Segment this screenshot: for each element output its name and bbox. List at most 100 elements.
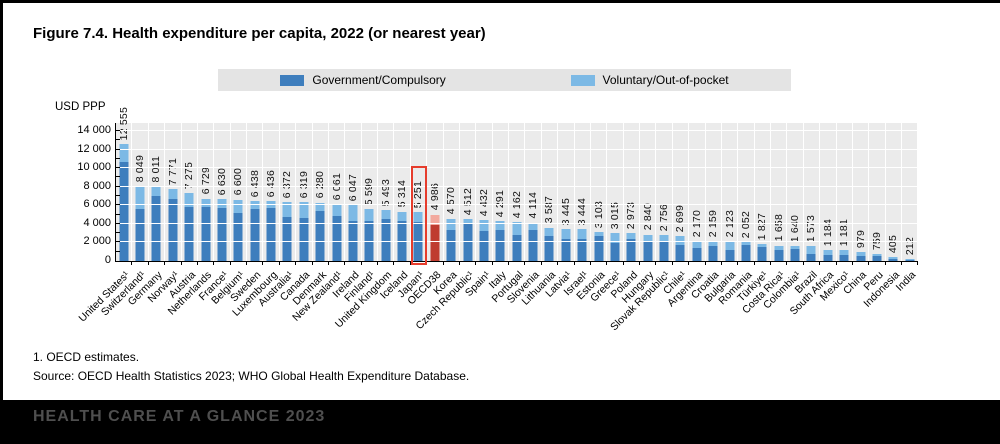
- government-segment: [659, 240, 669, 261]
- y-axis-tick-labels: 0 2 000 4 000 6 000 8 000 10 000 12 000 14 000: [3, 123, 111, 266]
- voluntary-segment: [856, 251, 866, 256]
- stacked-bar: [725, 241, 735, 261]
- stacked-bar: [430, 214, 440, 261]
- x-axis-tick: [147, 261, 149, 265]
- bar-slot: 6 600 Belgium¹: [209, 123, 247, 307]
- bar-slot: 2 123 Bulgaria: [702, 123, 739, 305]
- government-segment: [823, 255, 833, 261]
- bar-slot: 5 251 Japan¹: [396, 123, 428, 300]
- y-axis-tick: [116, 195, 120, 196]
- bar-value-label-wrap: 4 570: [444, 187, 459, 214]
- bar-slot: 6 729 Netherlands: [166, 123, 215, 318]
- government-segment: [643, 241, 653, 261]
- bar-value-label: 3 444: [576, 197, 589, 226]
- government-segment: [430, 225, 440, 261]
- voluntary-segment: [184, 193, 194, 207]
- x-axis-line: [115, 261, 917, 262]
- x-axis-tick: [851, 261, 853, 265]
- government-segment: [217, 207, 227, 261]
- x-axis-tick: [639, 261, 640, 265]
- voluntary-segment: [659, 235, 669, 241]
- gridline: [116, 185, 917, 187]
- y-axis-tick: [116, 213, 120, 215]
- x-axis-tick: [917, 261, 919, 265]
- bar-value-label-wrap: 979: [853, 230, 868, 248]
- bar-slot: 4 114 Slovenia: [505, 123, 542, 306]
- bar-slot: 4 432 Spain¹: [462, 123, 493, 299]
- y-axis-tick: [116, 232, 120, 234]
- y-axis-tick: [116, 157, 120, 159]
- x-axis-tick: [802, 261, 804, 265]
- bar-slot: 7 771 Norway¹: [145, 123, 182, 305]
- government-segment: [479, 230, 489, 261]
- bar-slot: 6 436 Luxembourg: [230, 123, 280, 319]
- voluntary-segment: [872, 253, 882, 257]
- gridline: [116, 148, 917, 150]
- x-axis-tick: [426, 261, 428, 265]
- bar-slot: 212 India: [894, 123, 919, 294]
- bar-value-label-wrap: 1 573: [804, 215, 819, 242]
- bar-value-label: 6 047: [346, 173, 359, 201]
- government-segment: [119, 162, 129, 261]
- x-axis-tick: [655, 261, 657, 265]
- x-axis-tick: [786, 261, 788, 265]
- voluntary-segment: [315, 202, 325, 212]
- government-segment: [348, 220, 358, 261]
- x-axis-tick: [671, 261, 673, 265]
- x-axis-tick: [311, 261, 313, 265]
- bar-value-label: 4 986: [428, 183, 441, 211]
- bar-slot: 1 181 Mexico¹: [818, 123, 853, 303]
- stacked-bar: [397, 211, 407, 261]
- stacked-bar: [250, 201, 260, 261]
- y-tick-label: 10 000: [77, 161, 111, 174]
- x-axis-tick: [589, 261, 591, 265]
- x-axis-tick: [262, 261, 264, 265]
- x-axis-tick: [229, 261, 231, 265]
- bar-value-label: 3 445: [559, 197, 572, 226]
- x-axis-tick: [196, 261, 198, 265]
- bar-slot: 759Peru: [861, 123, 886, 293]
- stacked-bar: [741, 241, 751, 261]
- x-axis-tick: [770, 261, 771, 265]
- government-segment: [381, 218, 391, 261]
- x-axis-tick: [278, 261, 280, 265]
- bar-value-label-wrap: 4 512: [460, 188, 475, 215]
- x-axis-tick: [491, 261, 493, 265]
- x-axis-tick: [180, 261, 182, 265]
- legend: Government/Compulsory Voluntary/Out-of-p…: [218, 69, 791, 91]
- bar-value-label-wrap: 8 049: [132, 155, 147, 182]
- stacked-bar: [528, 222, 538, 261]
- voluntary-segment: [381, 210, 391, 219]
- bar-value-label: 3 587: [543, 196, 556, 224]
- bar-value-label: 8 049: [134, 154, 147, 183]
- bar-slot: 1 573 Brazil: [793, 123, 821, 296]
- bar-slot: 1 184 South Africa: [788, 123, 837, 318]
- stacked-bar: [594, 232, 604, 261]
- stacked-bar: [299, 202, 309, 261]
- y-axis-unit-label: USD PPP: [55, 101, 106, 113]
- x-axis-tick: [819, 261, 821, 265]
- bar-value-label-wrap: 405: [886, 235, 901, 253]
- stacked-bar: [364, 209, 374, 261]
- bar-value-label-wrap: 6 047: [345, 174, 360, 201]
- bar-value-label: 1 640: [789, 214, 802, 242]
- government-segment: [364, 220, 374, 261]
- stacked-bar: [446, 218, 456, 261]
- x-axis-tick: [737, 261, 739, 265]
- bottom-banner: HEALTH CARE AT A GLANCE 2023: [3, 400, 1000, 444]
- y-axis-tick: [116, 250, 120, 252]
- bar-slot: 1 827 Türkiye¹: [735, 123, 771, 304]
- gridline: [116, 241, 917, 243]
- y-tick-label: 0: [104, 254, 111, 266]
- plot-area: 12 555 United States¹ 8 049 Switzerland¹ 8 0…: [77, 107, 919, 333]
- bar-slot: 6 047 Ireland: [330, 123, 362, 300]
- bar-value-label-wrap: 12 555: [116, 107, 131, 140]
- bar-value-label-wrap: 5 493: [378, 179, 393, 206]
- x-axis-tick: [213, 261, 215, 265]
- bar-value-label-wrap: 7 771: [165, 158, 180, 185]
- x-axis-tick: [409, 261, 411, 265]
- bar-value-label: 7 771: [166, 157, 179, 185]
- government-segment: [757, 246, 767, 261]
- bar-value-label-wrap: 6 372: [280, 171, 295, 198]
- bar-slot: 2 756 Slovak Republic¹: [608, 123, 673, 333]
